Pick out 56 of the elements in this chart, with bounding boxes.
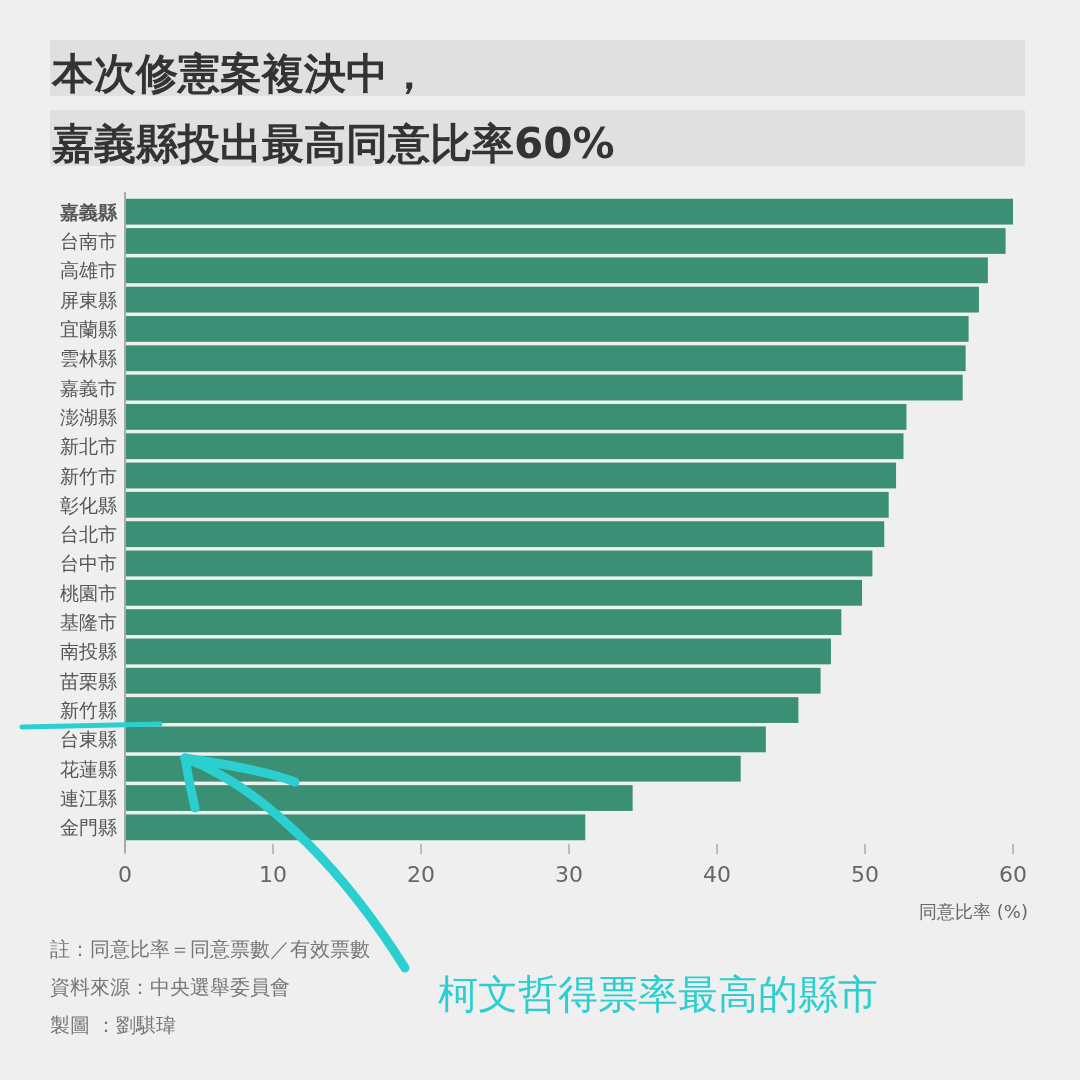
- x-tick-label: 60: [999, 862, 1027, 887]
- x-axis-title: 同意比率 (%): [919, 901, 1028, 922]
- source-note: 資料來源：中央選舉委員會: [50, 975, 290, 999]
- y-tick-label: 雲林縣: [60, 347, 117, 370]
- y-tick-label: 宜蘭縣: [60, 317, 117, 340]
- y-tick-label: 台南市: [60, 229, 117, 252]
- y-tick-label: 台中市: [60, 552, 117, 575]
- chart-subtitle: 嘉義縣投出最高同意比率60%: [52, 119, 615, 168]
- y-tick-label: 金門縣: [60, 816, 117, 839]
- x-tick-label: 30: [555, 862, 583, 887]
- x-tick-label: 20: [407, 862, 435, 887]
- y-tick-label: 花蓮縣: [60, 757, 117, 780]
- bar: [125, 491, 889, 518]
- x-tick-label: 50: [851, 862, 879, 887]
- bar: [125, 198, 1013, 225]
- bar: [125, 462, 897, 489]
- text: 註：同意比率＝同意票數／有效票數: [50, 937, 370, 961]
- bar: [125, 316, 969, 342]
- bar: [125, 228, 1006, 254]
- bar: [125, 609, 842, 636]
- y-tick-label: 高雄市: [60, 259, 117, 282]
- bar: [125, 345, 966, 372]
- y-tick-label: 苗栗縣: [60, 669, 117, 692]
- bar: [125, 814, 586, 841]
- y-tick-label: 台北市: [60, 523, 117, 546]
- y-tick-label: 嘉義縣: [60, 200, 118, 223]
- y-tick-label: 桃園市: [60, 581, 117, 604]
- y-tick-label: 新北市: [60, 435, 117, 458]
- bar: [125, 667, 821, 694]
- y-tick-label: 連江縣: [60, 787, 117, 810]
- y-tick-label: 基隆市: [60, 611, 117, 634]
- y-tick-label: 嘉義市: [60, 376, 117, 399]
- x-tick-label: 0: [118, 862, 132, 887]
- bar: [125, 638, 831, 665]
- y-tick-label: 彰化縣: [60, 493, 117, 516]
- y-tick-label: 屏東縣: [60, 288, 117, 311]
- bar: [125, 726, 766, 753]
- bar: [125, 286, 979, 313]
- bar: [125, 374, 963, 401]
- text: 製圖 ：劉騏瑋: [50, 1013, 177, 1037]
- bar: [125, 697, 799, 723]
- y-tick-label: 南投縣: [60, 640, 117, 663]
- chart-title: 本次修憲案複決中，: [51, 49, 430, 98]
- bar: [125, 403, 907, 430]
- y-tick-label: 新竹市: [60, 464, 117, 487]
- bar: [125, 521, 885, 548]
- text: 柯文哲得票率最高的縣市: [438, 971, 878, 1017]
- bar: [125, 579, 863, 606]
- y-tick-label: 台東縣: [60, 728, 117, 751]
- bar: [125, 433, 904, 460]
- bar: [125, 550, 873, 577]
- y-tick-label: 新竹縣: [60, 699, 117, 722]
- bar: [125, 257, 988, 284]
- x-tick-label: 40: [703, 862, 731, 887]
- y-tick-label: 澎湖縣: [60, 405, 117, 428]
- x-tick-label: 10: [259, 862, 287, 887]
